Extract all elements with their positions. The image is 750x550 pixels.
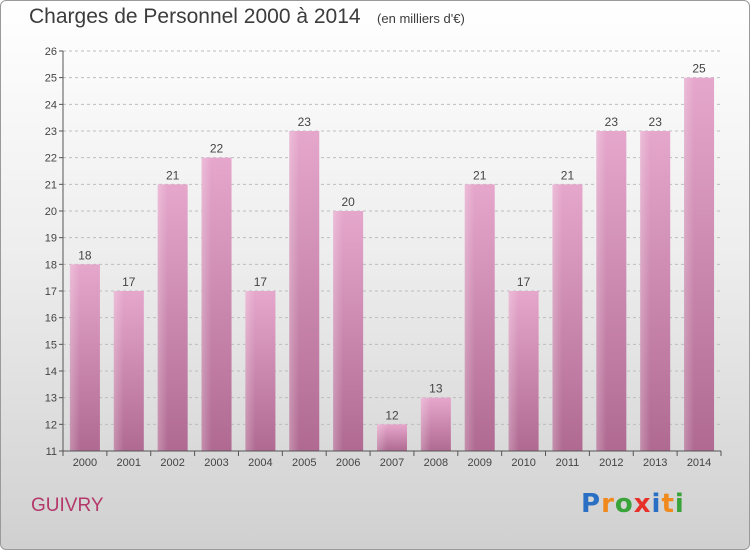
x-tick-label: 2000: [73, 457, 97, 469]
chart-title-block: Charges de Personnel 2000 à 2014 (en mil…: [29, 5, 465, 29]
x-tick-label: 2006: [336, 457, 360, 469]
data-label: 20: [341, 195, 355, 209]
bar-highlight: [684, 77, 695, 452]
x-tick-label: 2002: [160, 457, 184, 469]
data-label: 23: [605, 115, 619, 129]
bar-highlight: [420, 397, 431, 451]
data-label: 13: [429, 382, 443, 396]
y-tick-label: 22: [45, 153, 57, 165]
y-tick-label: 17: [45, 286, 57, 298]
x-tick-label: 2014: [687, 457, 711, 469]
bar-highlight: [552, 184, 563, 452]
y-tick-label: 14: [45, 366, 57, 378]
bar-highlight: [333, 211, 344, 451]
bar-highlight: [201, 157, 212, 451]
y-tick-label: 20: [45, 206, 57, 218]
x-tick-label: 2005: [292, 457, 316, 469]
proxiti-logo: Proxiti: [581, 489, 685, 519]
data-label: 17: [254, 275, 268, 289]
y-tick-label: 25: [45, 73, 57, 85]
y-tick-label: 21: [45, 179, 57, 191]
bar-highlight: [596, 131, 607, 451]
bar-highlight: [113, 291, 124, 451]
x-tick-label: 2007: [380, 457, 404, 469]
data-label: 21: [473, 168, 487, 182]
data-label: 23: [649, 115, 663, 129]
data-label: 22: [210, 142, 224, 156]
x-tick-label: 2004: [248, 457, 272, 469]
data-label: 18: [78, 248, 92, 262]
y-tick-label: 24: [45, 99, 57, 111]
bar-highlight: [157, 184, 168, 452]
x-tick-label: 2011: [556, 457, 580, 469]
y-tick-label: 26: [45, 46, 57, 58]
y-tick-label: 18: [45, 259, 57, 271]
y-tick-label: 15: [45, 339, 57, 351]
y-tick-label: 11: [46, 446, 57, 458]
bar-highlight: [508, 291, 519, 451]
x-tick-label: 2003: [204, 457, 228, 469]
logo-letter: i: [674, 489, 685, 519]
bar-highlight: [464, 184, 475, 452]
logo-letter: x: [633, 489, 652, 519]
logo-letter: o: [614, 489, 634, 519]
x-tick-label: 2012: [599, 457, 623, 469]
logo-letter: t: [661, 489, 675, 519]
bar-highlight: [377, 424, 387, 451]
y-tick-label: 23: [45, 126, 57, 138]
y-tick-label: 19: [45, 233, 57, 245]
x-tick-label: 2008: [424, 457, 448, 469]
x-tick-label: 2013: [643, 457, 667, 469]
x-tick-label: 2010: [511, 457, 535, 469]
y-tick-label: 16: [45, 313, 57, 325]
bar-highlight: [640, 131, 651, 451]
bar-highlight: [289, 131, 300, 451]
data-label: 23: [298, 115, 312, 129]
data-label: 12: [385, 408, 399, 422]
data-label: 21: [561, 168, 575, 182]
chart-title: Charges de Personnel 2000 à 2014: [29, 5, 361, 28]
data-label: 25: [692, 62, 706, 76]
x-tick-label: 2009: [467, 457, 491, 469]
logo-letter: i: [651, 489, 662, 519]
logo-letter: r: [601, 489, 615, 519]
data-label: 17: [517, 275, 531, 289]
chart-subtitle: (en milliers d'€): [377, 11, 465, 26]
x-tick-label: 2001: [117, 457, 141, 469]
data-label: 21: [166, 168, 180, 182]
y-tick-label: 13: [45, 393, 57, 405]
commune-name: GUIVRY: [31, 495, 104, 516]
bar-highlight: [69, 264, 80, 451]
y-tick-label: 12: [45, 419, 57, 431]
data-label: 17: [122, 275, 136, 289]
bar-highlight: [245, 291, 256, 451]
logo-letter: P: [581, 489, 602, 519]
